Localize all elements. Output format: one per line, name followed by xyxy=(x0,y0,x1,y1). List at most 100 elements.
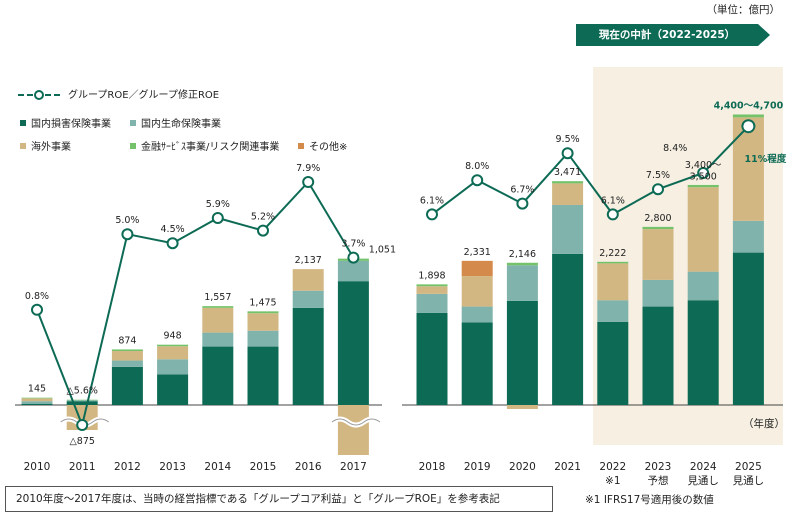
year-sublabel: ※1 xyxy=(605,475,620,487)
year-label: 2025 xyxy=(735,461,762,473)
roe-point xyxy=(697,167,710,179)
year-label: 2012 xyxy=(114,461,141,473)
bar-total-label: 3,400〜 3,500 xyxy=(685,160,722,182)
bar-segment-domestic_life xyxy=(416,293,448,313)
bar-segment-domestic_life xyxy=(292,290,324,308)
bar-segment-overseas xyxy=(157,346,189,360)
roe-point xyxy=(606,208,619,221)
bar-total-label: 1,475 xyxy=(249,297,276,308)
unit-label: （単位：億円） xyxy=(706,4,781,16)
bar-segment-domestic_pc xyxy=(66,401,98,405)
bar-total-label: 3,471 xyxy=(554,167,581,178)
legend-label: 金融ｻｰﾋﾞｽ事業/リスク関連事業 xyxy=(141,142,280,153)
roe-point xyxy=(516,197,529,210)
bar-segment-financial xyxy=(597,261,629,264)
bar-total-label: 2,222 xyxy=(599,248,626,259)
roe-point xyxy=(121,228,134,241)
year-label: 2019 xyxy=(464,461,491,473)
legend-label: その他※ xyxy=(309,142,348,153)
bar-segment-overseas xyxy=(21,398,53,402)
bar-segment-domestic_life xyxy=(66,400,98,402)
bar-segment-domestic_life xyxy=(247,330,279,347)
bar-segment-overseas xyxy=(552,183,584,205)
roe-point xyxy=(211,212,224,224)
bar-segment-overseas xyxy=(292,269,324,291)
plan-banner-arrow-icon xyxy=(758,24,770,46)
bar-total-label: 2,146 xyxy=(509,249,536,260)
bar-segment-financial xyxy=(506,262,538,266)
legend-roe: グループROE／グループ修正ROE xyxy=(16,86,219,101)
roe-value-label: 7.5% xyxy=(646,170,670,181)
bar-segment-domestic_pc xyxy=(687,300,719,405)
plan-period-banner: 現在の中計（2022-2025） xyxy=(576,24,772,46)
year-label: 2014 xyxy=(204,461,231,473)
footnote-box: 2010年度〜2017年度は、当時の経営指標である「グループコア利益」と「グルー… xyxy=(5,486,553,512)
legend-item-financial: 金融ｻｰﾋﾞｽ事業/リスク関連事業 xyxy=(130,138,279,153)
legend-swatch xyxy=(130,142,136,149)
year-label: 2011 xyxy=(69,461,96,473)
bar-segment-domestic_life xyxy=(597,300,629,322)
bar-segment-domestic_pc xyxy=(461,322,493,405)
bar-segment-financial xyxy=(202,306,234,308)
year-label: 2015 xyxy=(250,461,277,473)
bar-segment-domestic_life xyxy=(111,360,143,367)
roe-value-label: 5.9% xyxy=(206,199,230,210)
bar-segment-overseas xyxy=(461,276,493,307)
legend-item-other: その他※ xyxy=(298,138,347,153)
roe-point xyxy=(652,183,664,196)
legend-item-overseas: 海外事業 xyxy=(20,138,71,153)
bar-total-label: 948 xyxy=(164,331,182,342)
year-label: 2022 xyxy=(599,461,626,473)
roe-value-label: 6.7% xyxy=(510,185,534,196)
year-label: 2016 xyxy=(295,461,322,473)
bar-segment-domestic_pc xyxy=(642,306,674,405)
bar-segment-financial xyxy=(21,397,53,399)
plan-banner-fill xyxy=(576,24,758,46)
bar-segment-domestic_life xyxy=(21,401,53,404)
bar-segment-domestic_pc xyxy=(157,374,189,405)
year-label: 2021 xyxy=(554,461,581,473)
bar-segment-domestic_pc xyxy=(247,346,279,405)
bar-segment-domestic_life xyxy=(506,265,538,301)
bar-segment-domestic_life xyxy=(461,306,493,323)
bar-total-label: 2,331 xyxy=(464,247,491,258)
bar-segment-domestic_pc xyxy=(202,346,234,405)
bar-segment-negative xyxy=(506,405,538,409)
roe-value-label: 3.7% xyxy=(341,239,365,250)
bar-total-label: 1,557 xyxy=(204,292,231,303)
roe-value-label: 5.2% xyxy=(251,212,275,223)
bar-total-label: 145 xyxy=(28,384,46,395)
year-label: 2010 xyxy=(24,461,51,473)
bar-total-label: △5.6% xyxy=(66,386,97,397)
year-label: 2017 xyxy=(340,461,367,473)
roe-value-label: 6.1% xyxy=(420,195,444,206)
roe-point xyxy=(741,119,756,134)
bar-segment-domestic_life xyxy=(687,271,719,301)
bar-segment-financial xyxy=(416,284,448,287)
roe-value-label: 9.5% xyxy=(556,134,580,145)
bar-segment-overseas xyxy=(642,229,674,280)
bar-segment-overseas xyxy=(247,313,279,331)
roe-point xyxy=(31,303,43,316)
legend-swatch xyxy=(20,142,26,149)
year-sublabel: 見通し xyxy=(687,475,719,487)
bar-segment-domestic_life xyxy=(552,204,584,254)
year-label: 2020 xyxy=(509,461,536,473)
plan-banner-text: 現在の中計（2022-2025） xyxy=(598,29,736,41)
legend-label: 国内損害保険事業 xyxy=(31,119,111,130)
bar-segment-overseas xyxy=(416,286,448,294)
year-sublabel: 見通し xyxy=(733,475,765,487)
negative-value-label: △875 xyxy=(69,436,94,447)
bar-segment-domestic_pc xyxy=(732,252,764,405)
legend-label: 国内生命保険事業 xyxy=(141,119,221,130)
year-unit-label: （年度） xyxy=(743,418,785,430)
bar-segment-financial xyxy=(157,344,189,347)
bar-segment-overseas xyxy=(111,351,143,361)
roe-value-label: 11%程度 xyxy=(745,153,787,165)
year-label: 2024 xyxy=(690,461,717,473)
footnote-ifrs: ※1 IFRS17号適用後の数値 xyxy=(585,494,714,506)
roe-line-legend-icon xyxy=(18,90,60,100)
bar-segment-financial xyxy=(66,399,98,401)
bar-segment-domestic_pc xyxy=(597,321,629,405)
